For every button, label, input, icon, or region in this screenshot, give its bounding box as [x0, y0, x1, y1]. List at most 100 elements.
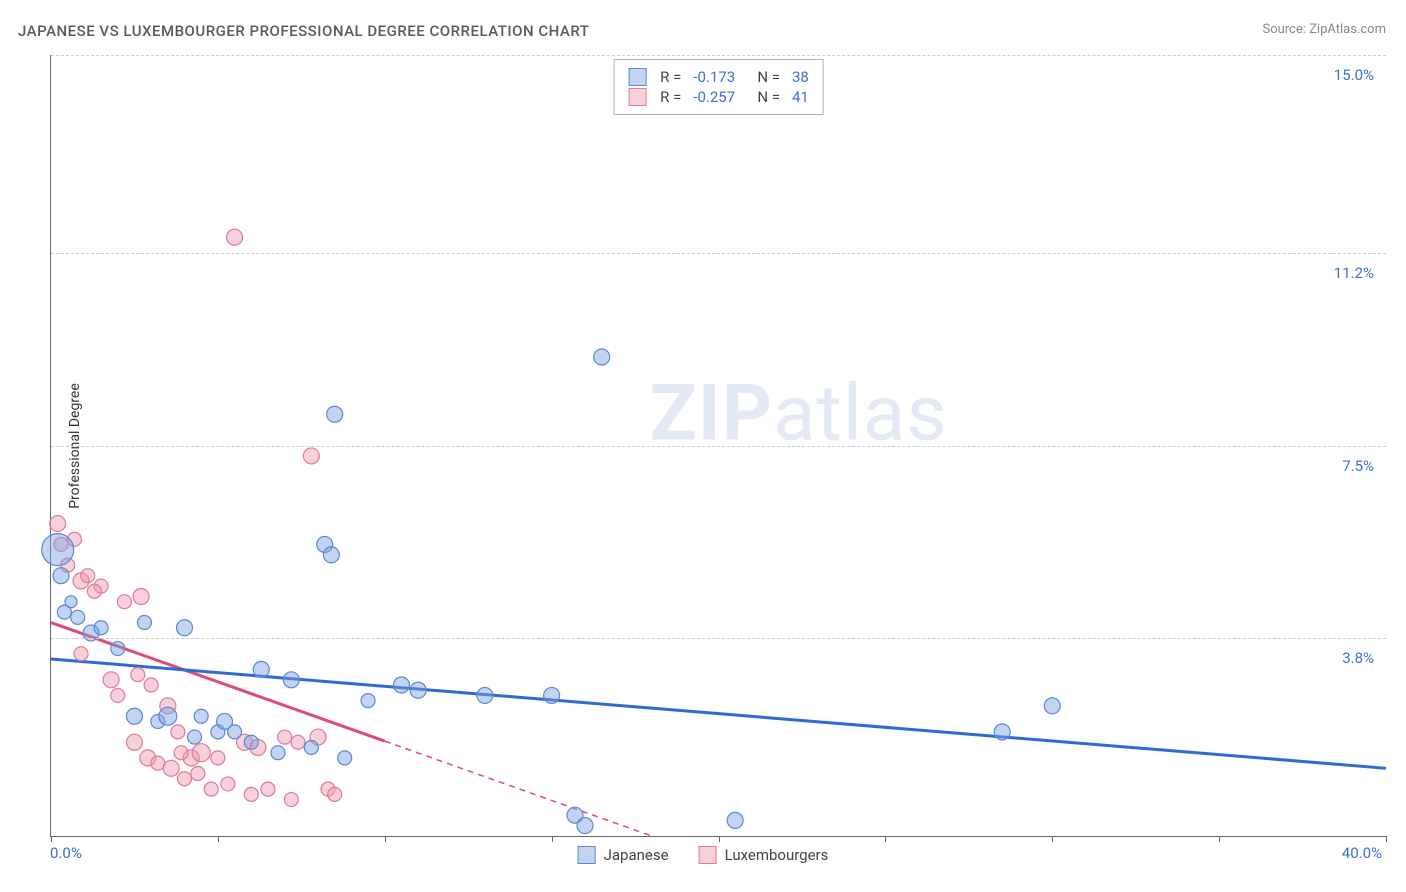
point-series2: [178, 772, 192, 786]
point-series1: [577, 818, 593, 834]
point-series1: [228, 725, 242, 739]
point-series2: [50, 516, 66, 532]
n-label: N =: [757, 68, 780, 86]
y-tick-label: 15.0%: [1334, 66, 1374, 84]
chart-title: JAPANESE VS LUXEMBOURGER PROFESSIONAL DE…: [18, 22, 589, 40]
legend-swatch: [628, 68, 646, 86]
point-series1: [253, 661, 269, 677]
legend-label: Japanese: [604, 846, 669, 864]
grid-line: [51, 55, 1386, 56]
point-series2: [244, 787, 258, 801]
y-tick-label: 3.8%: [1342, 649, 1374, 667]
point-series1: [1044, 698, 1060, 714]
point-series1: [194, 709, 208, 723]
point-series2: [227, 229, 243, 245]
x-min-label: 0.0%: [50, 844, 82, 862]
legend-stat-row: R = -0.173 N = 38: [628, 68, 809, 86]
point-series1: [71, 610, 85, 624]
point-series2: [192, 744, 210, 762]
point-series2: [74, 647, 88, 661]
point-series1: [177, 620, 193, 636]
point-series1: [994, 724, 1010, 740]
x-tick: [719, 836, 720, 842]
legend-top-box: R = -0.173 N = 38 R = -0.257 N = 41: [613, 59, 824, 115]
n-value: 38: [792, 68, 809, 86]
point-series1: [159, 707, 177, 725]
point-series2: [133, 588, 149, 604]
legend-swatch: [699, 846, 717, 864]
r-label: R =: [660, 68, 681, 86]
point-series1: [126, 708, 142, 724]
point-series2: [103, 672, 119, 688]
point-series2: [117, 595, 131, 609]
n-value: 41: [792, 88, 809, 106]
point-series1: [477, 687, 493, 703]
point-series1: [393, 677, 409, 693]
point-series1: [244, 735, 258, 749]
plot-area: R =-0.173N =38R =-0.257N =41 ZIPatlas 3.…: [50, 55, 1386, 837]
legend-item: Luxembourgers: [699, 846, 829, 864]
source-text: Source: ZipAtlas.com: [1262, 22, 1386, 37]
point-series1: [65, 596, 77, 608]
r-value: -0.257: [693, 88, 743, 106]
point-series2: [144, 678, 158, 692]
point-series1: [188, 730, 202, 744]
point-series1: [271, 746, 285, 760]
x-tick: [1052, 836, 1053, 842]
grid-line: [51, 638, 1386, 639]
point-series2: [261, 782, 275, 796]
point-series1: [544, 687, 560, 703]
point-series1: [323, 547, 339, 563]
point-series1: [53, 568, 69, 584]
x-tick: [552, 836, 553, 842]
y-tick-label: 11.2%: [1334, 264, 1374, 282]
point-series2: [303, 448, 319, 464]
point-series1: [727, 812, 743, 828]
point-series2: [163, 760, 179, 776]
point-series1: [94, 621, 108, 635]
point-series2: [291, 735, 305, 749]
point-series1: [410, 682, 426, 698]
point-series1: [304, 740, 318, 754]
x-tick: [1386, 836, 1387, 842]
y-tick-label: 7.5%: [1342, 457, 1374, 475]
point-series2: [284, 793, 298, 807]
point-series1: [327, 406, 343, 422]
point-series1: [594, 349, 610, 365]
point-series2: [111, 688, 125, 702]
point-series2: [191, 767, 205, 781]
point-series2: [328, 787, 342, 801]
legend-item: Japanese: [578, 846, 669, 864]
point-series2: [87, 584, 101, 598]
point-series2: [221, 777, 235, 791]
legend-swatch: [578, 846, 596, 864]
x-tick: [385, 836, 386, 842]
trend-line-series2-dash: [385, 741, 652, 836]
r-label: R =: [660, 88, 681, 106]
point-series2: [278, 730, 292, 744]
point-series2: [171, 725, 185, 739]
point-series1: [338, 751, 352, 765]
point-series2: [174, 746, 188, 760]
r-value: -0.173: [693, 68, 743, 86]
point-series1: [361, 694, 375, 708]
point-series2: [126, 734, 142, 750]
point-series2: [81, 569, 95, 583]
x-tick: [1219, 836, 1220, 842]
point-series1: [283, 672, 299, 688]
point-series1: [137, 616, 151, 630]
n-label: N =: [757, 88, 780, 106]
point-series2: [131, 668, 145, 682]
x-tick: [51, 836, 52, 842]
grid-line: [51, 446, 1386, 447]
point-series1: [42, 534, 74, 566]
point-series2: [204, 782, 218, 796]
x-tick: [218, 836, 219, 842]
legend-label: Luxembourgers: [725, 846, 829, 864]
x-max-label: 40.0%: [1342, 844, 1382, 862]
grid-line: [51, 253, 1386, 254]
legend-swatch: [628, 88, 646, 106]
legend-stat-row: R = -0.257 N = 41: [628, 88, 809, 106]
x-tick: [885, 836, 886, 842]
point-series2: [211, 751, 225, 765]
